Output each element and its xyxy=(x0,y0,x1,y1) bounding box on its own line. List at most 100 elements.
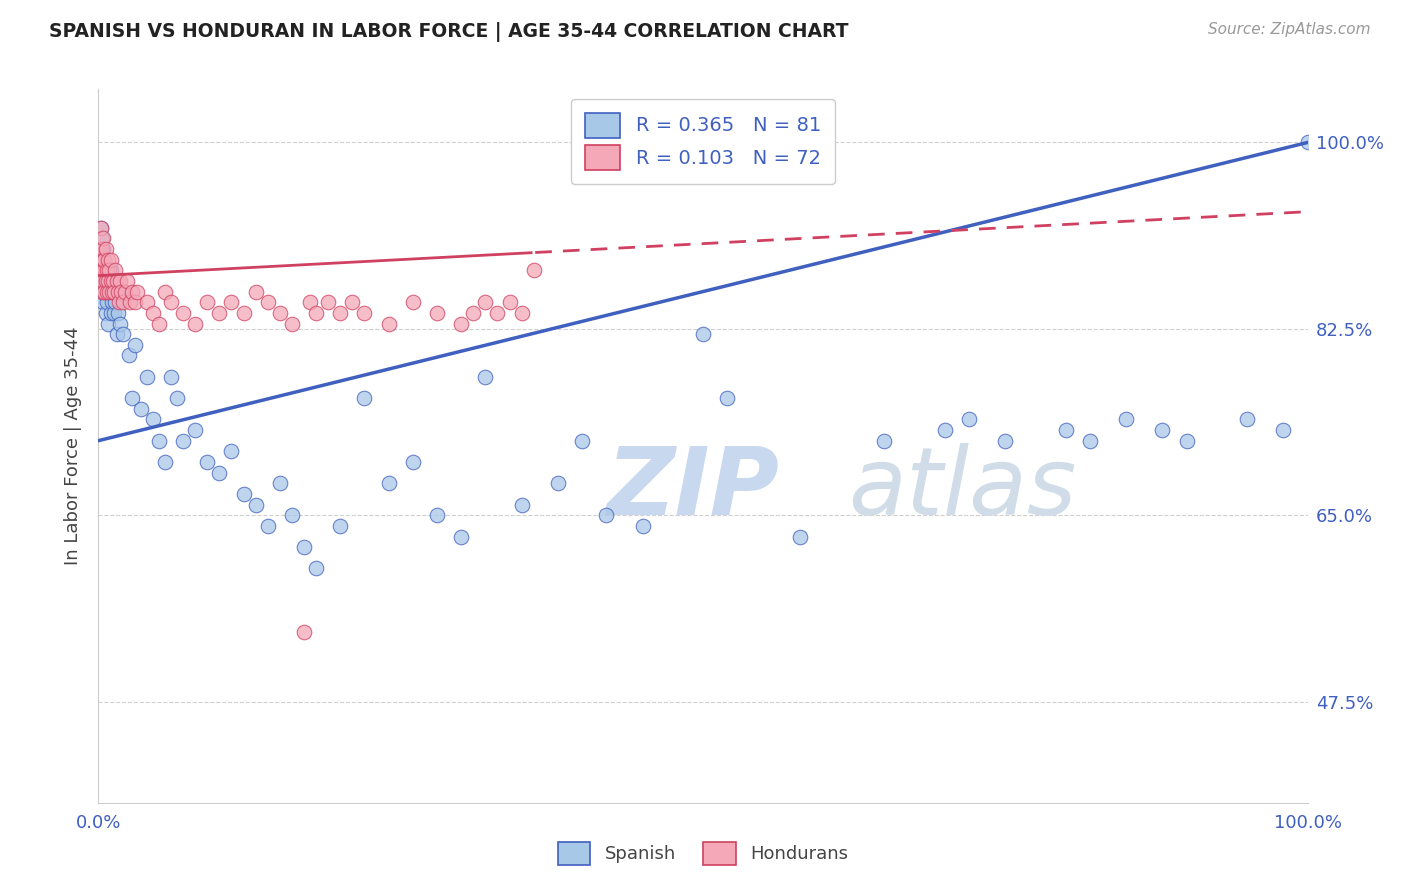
Point xyxy=(94,274,117,288)
Point xyxy=(631,519,654,533)
Point xyxy=(96,285,118,299)
Point xyxy=(91,242,114,256)
Point xyxy=(292,625,315,640)
Point xyxy=(281,508,304,523)
Point xyxy=(692,327,714,342)
Point xyxy=(90,220,112,235)
Point xyxy=(232,306,254,320)
Point xyxy=(316,295,339,310)
Point xyxy=(89,274,111,288)
Point xyxy=(91,252,114,267)
Point xyxy=(110,285,132,299)
Point xyxy=(148,434,170,448)
Point xyxy=(153,285,176,299)
Point xyxy=(402,455,425,469)
Point xyxy=(957,412,980,426)
Point xyxy=(108,285,131,299)
Point xyxy=(100,274,122,288)
Point xyxy=(135,369,157,384)
Point xyxy=(789,529,811,543)
Point xyxy=(377,317,399,331)
Point xyxy=(124,338,146,352)
Point xyxy=(108,295,131,310)
Point xyxy=(402,295,425,310)
Point xyxy=(105,274,128,288)
Point xyxy=(108,317,131,331)
Point xyxy=(329,306,352,320)
Point xyxy=(172,306,194,320)
Point xyxy=(100,263,122,277)
Point xyxy=(93,252,115,267)
Point xyxy=(256,295,278,310)
Point xyxy=(1115,412,1137,426)
Point xyxy=(118,349,141,363)
Point xyxy=(498,295,520,310)
Y-axis label: In Labor Force | Age 35-44: In Labor Force | Age 35-44 xyxy=(65,326,83,566)
Point xyxy=(221,295,243,310)
Point xyxy=(1078,434,1101,448)
Point xyxy=(232,487,254,501)
Point xyxy=(172,434,194,448)
Point xyxy=(111,295,134,310)
Point xyxy=(353,391,375,405)
Point xyxy=(114,285,136,299)
Point xyxy=(90,274,112,288)
Point xyxy=(195,455,218,469)
Point xyxy=(160,295,183,310)
Point xyxy=(108,274,131,288)
Point xyxy=(107,306,129,320)
Point xyxy=(329,519,352,533)
Point xyxy=(269,306,291,320)
Point xyxy=(96,263,118,277)
Point xyxy=(873,434,896,448)
Point xyxy=(160,369,183,384)
Point xyxy=(299,295,322,310)
Point xyxy=(94,242,117,256)
Point xyxy=(89,242,111,256)
Point xyxy=(510,498,533,512)
Point xyxy=(281,317,304,331)
Point xyxy=(342,295,364,310)
Point xyxy=(93,263,115,277)
Legend: R = 0.365   N = 81, R = 0.103   N = 72: R = 0.365 N = 81, R = 0.103 N = 72 xyxy=(571,99,835,184)
Point xyxy=(450,317,472,331)
Text: atlas: atlas xyxy=(848,443,1077,534)
Point xyxy=(195,295,218,310)
Point xyxy=(148,317,170,331)
Point xyxy=(90,252,112,267)
Text: Source: ZipAtlas.com: Source: ZipAtlas.com xyxy=(1208,22,1371,37)
Point xyxy=(94,274,117,288)
Point xyxy=(934,423,956,437)
Point xyxy=(103,285,125,299)
Point xyxy=(118,295,141,310)
Point xyxy=(595,508,617,523)
Point xyxy=(1054,423,1077,437)
Point xyxy=(98,274,121,288)
Point xyxy=(426,508,449,523)
Point xyxy=(93,285,115,299)
Text: SPANISH VS HONDURAN IN LABOR FORCE | AGE 35-44 CORRELATION CHART: SPANISH VS HONDURAN IN LABOR FORCE | AGE… xyxy=(49,22,849,42)
Point xyxy=(90,220,112,235)
Point xyxy=(245,285,267,299)
Point xyxy=(221,444,243,458)
Point xyxy=(166,391,188,405)
Point xyxy=(184,423,207,437)
Point xyxy=(97,285,120,299)
Point xyxy=(97,274,120,288)
Point xyxy=(124,295,146,310)
Point xyxy=(91,242,114,256)
Point xyxy=(98,263,121,277)
Point xyxy=(547,476,569,491)
Point xyxy=(105,327,128,342)
Point xyxy=(292,540,315,554)
Point xyxy=(104,295,127,310)
Point xyxy=(93,252,115,267)
Point xyxy=(1236,412,1258,426)
Point xyxy=(91,263,114,277)
Point xyxy=(1152,423,1174,437)
Point xyxy=(97,317,120,331)
Point xyxy=(450,529,472,543)
Point xyxy=(91,263,114,277)
Point xyxy=(91,231,114,245)
Point xyxy=(184,317,207,331)
